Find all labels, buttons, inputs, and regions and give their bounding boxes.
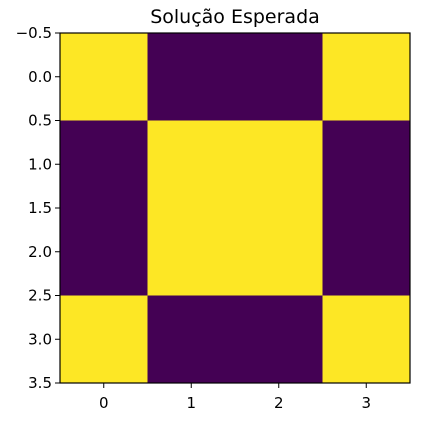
heatmap-cell-r0-c0 [60, 33, 148, 121]
heatmap-cell-r1-c3 [322, 120, 410, 208]
x-tick-label: 1 [186, 394, 196, 412]
heatmap-cell-r1-c2 [235, 120, 323, 208]
heatmap-cell-r3-c2 [235, 295, 323, 383]
y-tick-label: 3.0 [28, 330, 52, 348]
heatmap-cell-r0-c3 [322, 33, 410, 121]
heatmap-cells [60, 33, 410, 383]
heatmap-cell-r1-c1 [147, 120, 235, 208]
y-tick-label: 2.5 [28, 287, 52, 305]
y-tick-label: 1.5 [28, 199, 52, 217]
y-tick-label: 2.0 [28, 243, 52, 261]
chart-title: Solução Esperada [150, 6, 320, 28]
heatmap-cell-r1-c0 [60, 120, 148, 208]
x-tick-label: 3 [361, 394, 371, 412]
y-axis: −0.5 0.0 0.5 1.0 1.5 2.0 2.5 3.0 3.5 [16, 24, 60, 392]
y-tick-label: −0.5 [16, 24, 52, 42]
heatmap-cell-r2-c3 [322, 208, 410, 296]
y-tick-label: 0.5 [28, 112, 52, 130]
heatmap-cell-r2-c2 [235, 208, 323, 296]
heatmap-cell-r2-c1 [147, 208, 235, 296]
x-axis: 0 1 2 3 [99, 383, 371, 412]
heatmap-cell-r2-c0 [60, 208, 148, 296]
y-tick-label: 3.5 [28, 374, 52, 392]
y-tick-label: 1.0 [28, 155, 52, 173]
heatmap-cell-r3-c0 [60, 295, 148, 383]
heatmap-cell-r0-c2 [235, 33, 323, 121]
heatmap-cell-r0-c1 [147, 33, 235, 121]
heatmap-cell-r3-c1 [147, 295, 235, 383]
y-tick-label: 0.0 [28, 68, 52, 86]
heatmap-cell-r3-c3 [322, 295, 410, 383]
x-tick-label: 2 [274, 394, 284, 412]
plot-frame [59, 32, 411, 384]
x-tick-label: 0 [99, 394, 109, 412]
